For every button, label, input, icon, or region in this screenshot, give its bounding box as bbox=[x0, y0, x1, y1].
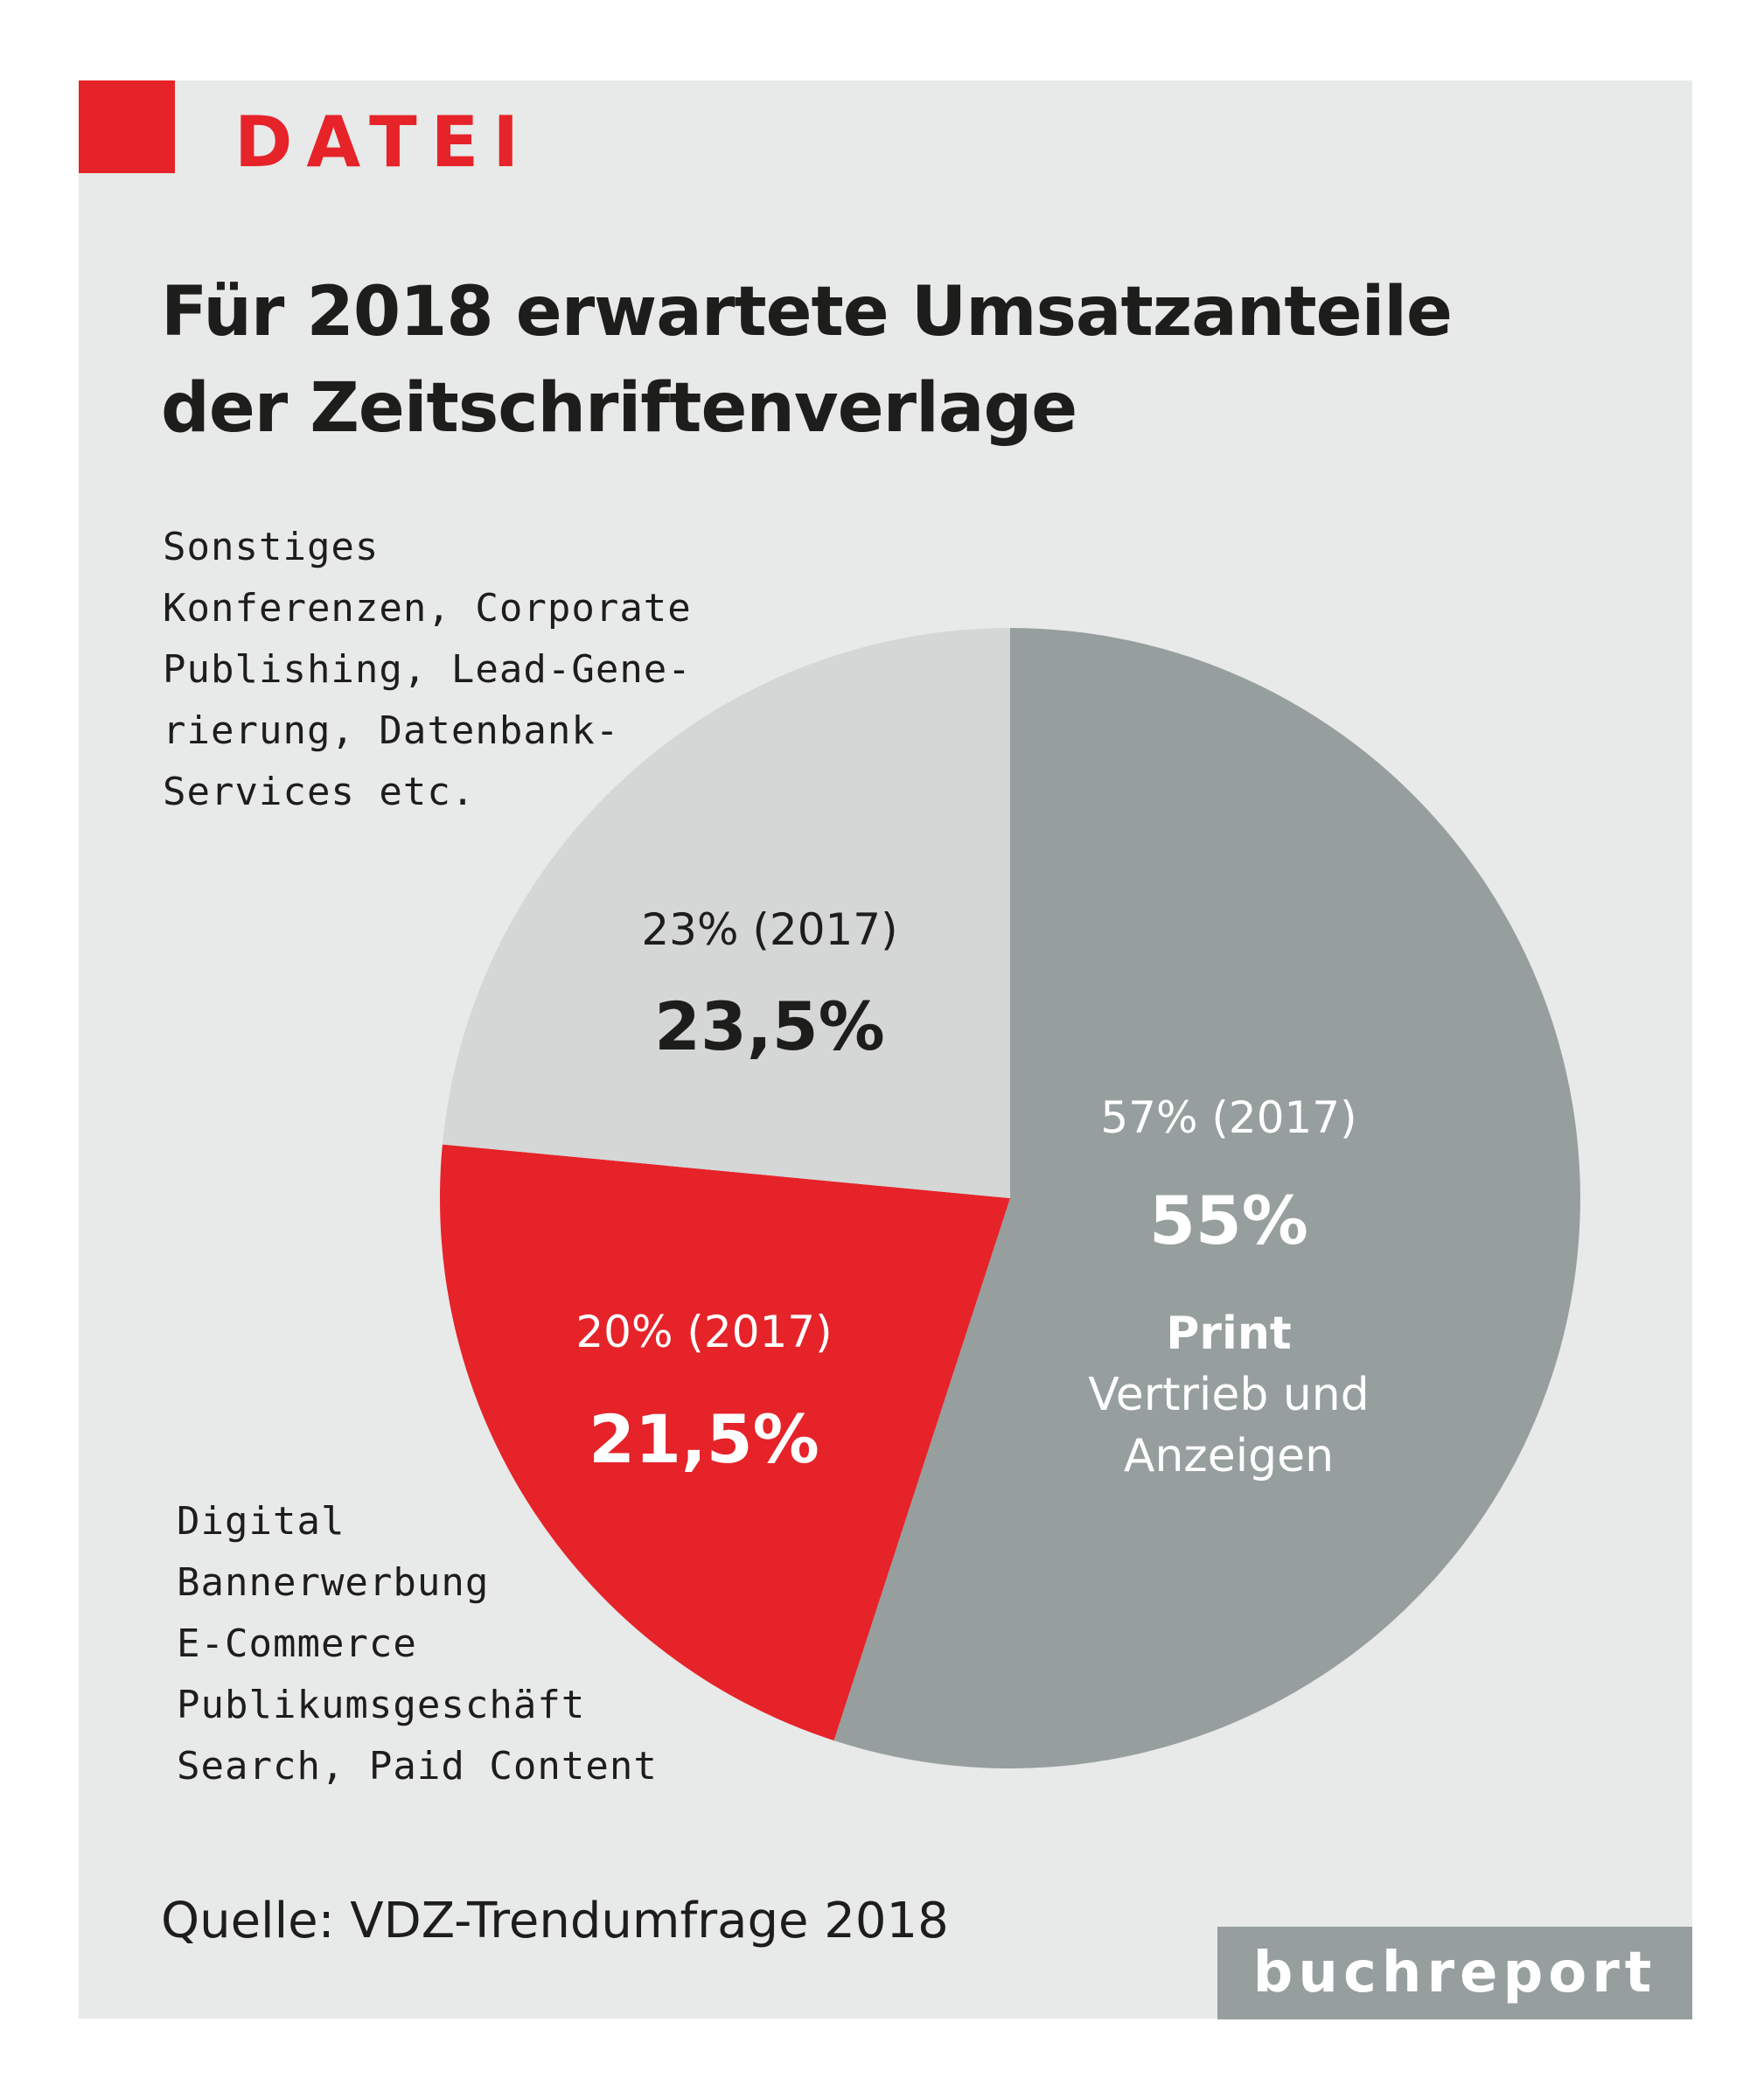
slice-description-line: Bannerwerbung bbox=[177, 1560, 490, 1605]
slice-value-label: 21,5% bbox=[589, 1400, 819, 1478]
pie-slice-digital bbox=[440, 1144, 1010, 1741]
pie-slice-other bbox=[442, 628, 1010, 1198]
slice-description-digital: Digital Bannerwerbung E-Commerce Publiku… bbox=[177, 1491, 736, 1797]
slice-prev-year-label: 57% (2017) bbox=[1100, 1092, 1356, 1143]
slice-inner-description: Print bbox=[1166, 1308, 1291, 1360]
source-note: Quelle: VDZ-Trendumfrage 2018 bbox=[161, 1893, 949, 1949]
slice-description-line: Services etc. bbox=[163, 770, 476, 814]
slice-description-line: Publikumsgeschäft bbox=[177, 1683, 586, 1727]
chart-title: Für 2018 erwartete Umsatzanteile der Zei… bbox=[161, 264, 1648, 457]
slice-description-other: Sonstiges Konferenzen, Corporate Publish… bbox=[163, 517, 731, 823]
slice-description-line: E-Commerce bbox=[177, 1621, 417, 1666]
slice-description-line: Digital bbox=[177, 1499, 345, 1544]
pie-slice-print bbox=[833, 628, 1580, 1769]
slice-inner-description: Vertrieb und bbox=[1088, 1369, 1370, 1421]
slice-inner-description: Anzeigen bbox=[1124, 1430, 1334, 1482]
slice-description-line: Sonstiges bbox=[163, 525, 380, 569]
brand-box: buchreport bbox=[1217, 1927, 1692, 2019]
brand-logo-text: buchreport bbox=[1252, 1941, 1657, 2005]
slice-value-label: 55% bbox=[1149, 1182, 1308, 1259]
chart-title-line-2: der Zeitschriftenverlage bbox=[161, 369, 1077, 448]
slice-value-label: 23,5% bbox=[654, 987, 885, 1065]
slice-description-line: Konferenzen, Corporate bbox=[163, 586, 692, 631]
slice-description-line: Search, Paid Content bbox=[177, 1744, 658, 1789]
brand-red-square bbox=[79, 80, 175, 173]
slice-description-line: rierung, Datenbank- bbox=[163, 708, 620, 753]
chart-title-line-1: Für 2018 erwartete Umsatzanteile bbox=[161, 273, 1453, 352]
slice-description-line: Publishing, Lead-Gene- bbox=[163, 647, 692, 692]
slice-prev-year-label: 20% (2017) bbox=[575, 1307, 832, 1357]
section-kicker: DATEI bbox=[234, 101, 533, 183]
slice-prev-year-label: 23% (2017) bbox=[641, 904, 897, 955]
